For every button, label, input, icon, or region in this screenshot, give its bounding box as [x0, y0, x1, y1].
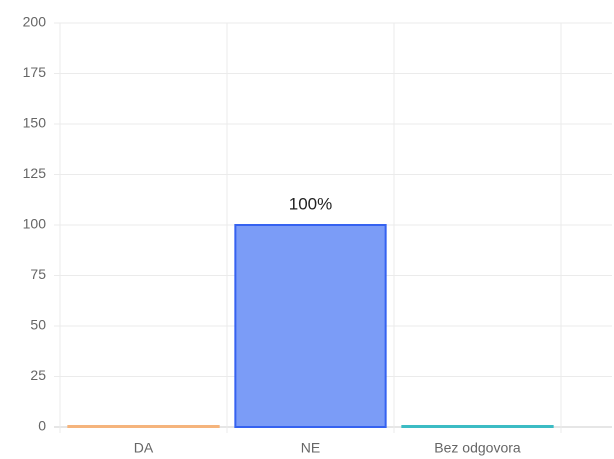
- y-tick-label: 0: [38, 418, 46, 434]
- y-tick-label: 100: [23, 216, 47, 232]
- bar: [401, 425, 554, 428]
- x-tick-label: DA: [134, 440, 154, 456]
- bar: [67, 425, 220, 428]
- y-tick-label: 125: [23, 165, 47, 181]
- y-tick-label: 200: [23, 14, 47, 30]
- y-tick-label: 75: [30, 266, 46, 282]
- data-label: 100%: [289, 194, 332, 213]
- y-tick-label: 175: [23, 64, 47, 80]
- y-tick-label: 50: [30, 317, 46, 333]
- y-tick-label: 150: [23, 115, 47, 131]
- x-tick-label: Bez odgovora: [434, 440, 521, 456]
- bar: [234, 224, 387, 428]
- x-tick-label: NE: [301, 440, 320, 456]
- y-tick-label: 25: [30, 367, 46, 383]
